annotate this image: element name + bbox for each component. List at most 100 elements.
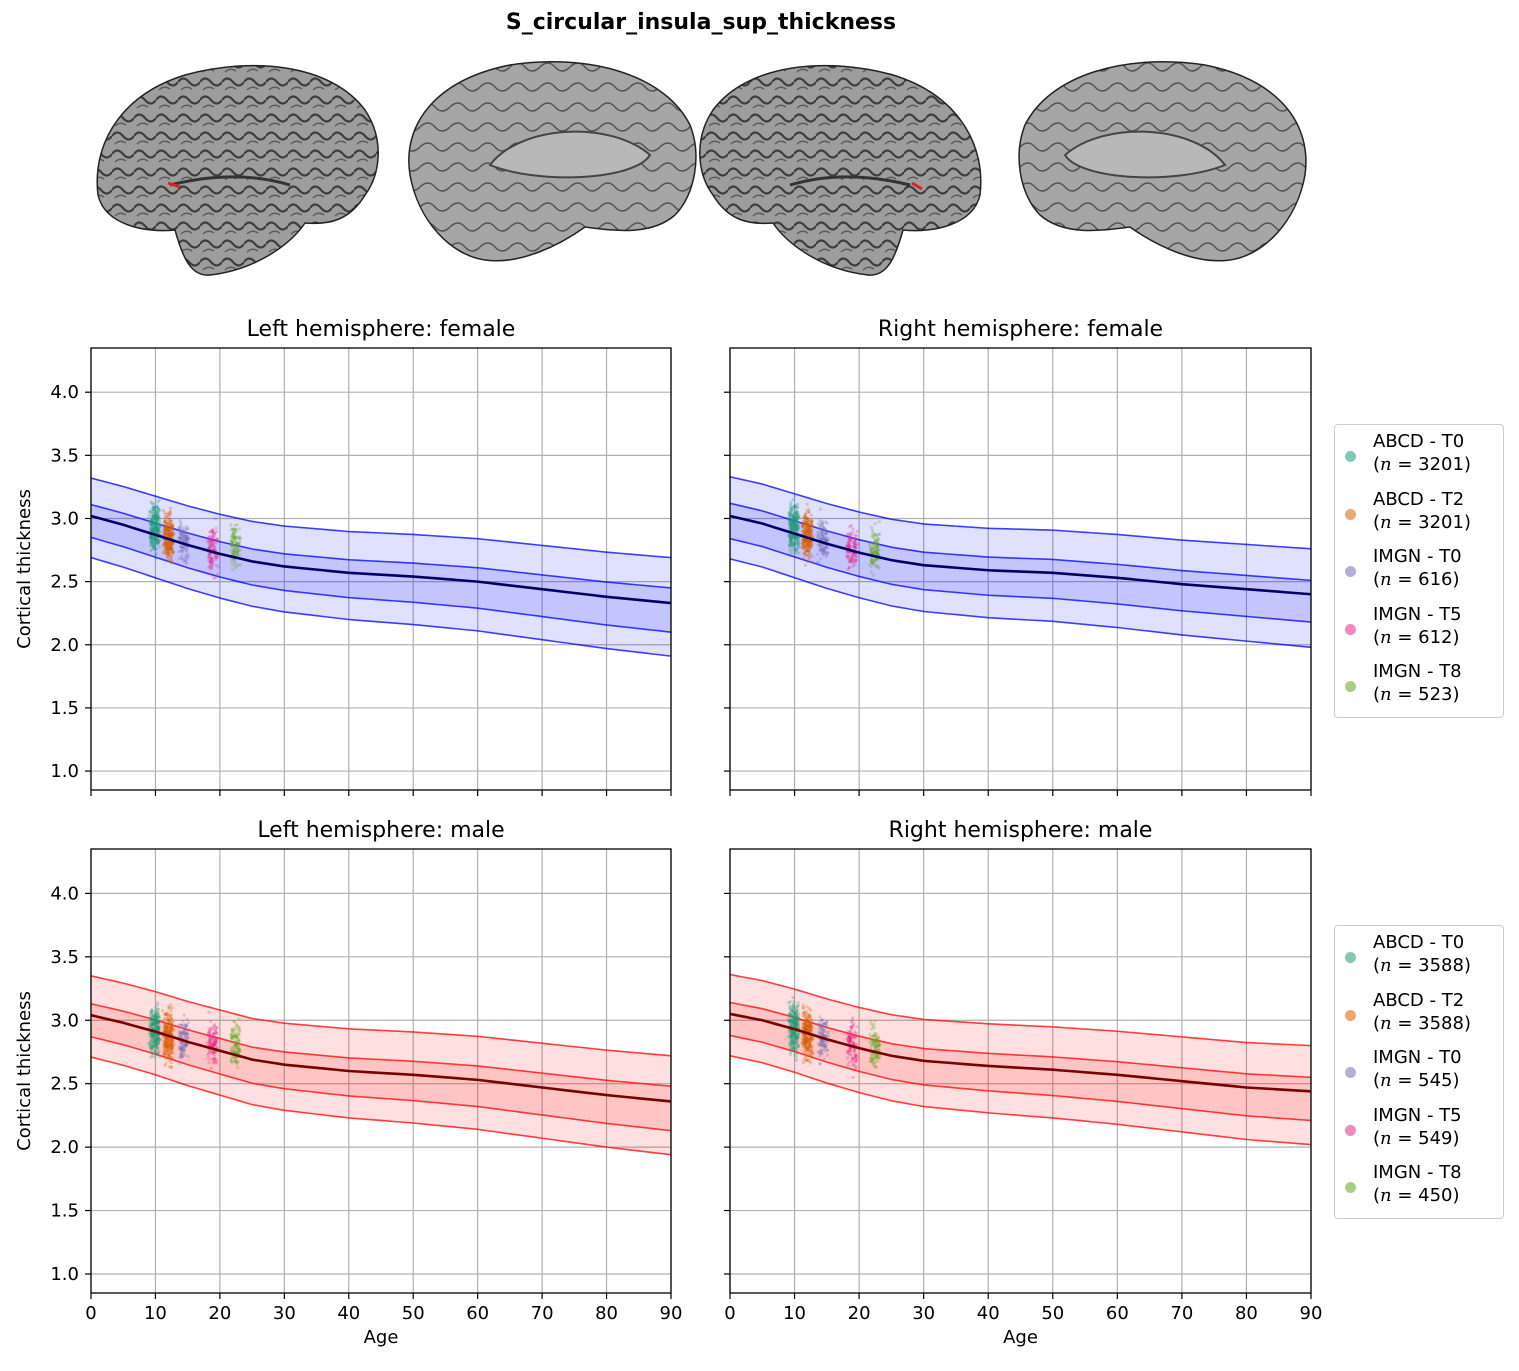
x-tick-label: 40 [977,1303,1000,1324]
data-point [167,559,171,563]
data-point [210,534,214,538]
data-point [801,541,805,545]
data-point [154,527,158,532]
data-point [807,529,812,533]
data-point [150,518,154,522]
data-point [854,546,858,550]
data-point [822,1022,826,1026]
data-point [233,561,237,565]
data-point [792,520,796,524]
data-point [185,1036,189,1040]
data-point [150,1016,154,1020]
data-point [152,1023,157,1028]
data-point [238,1049,242,1054]
data-point [792,542,797,547]
data-point [848,525,852,529]
data-point [805,1027,809,1032]
data-point [169,1025,173,1029]
data-point [238,535,242,539]
legend-item: IMGN - T8 (n = 523) [1345,657,1495,715]
data-point [825,530,829,534]
data-point [165,543,169,547]
data-point [869,565,873,569]
data-point [817,543,821,547]
data-point [171,1025,175,1029]
data-point [158,508,162,512]
data-point [850,553,854,558]
x-tick-label: 90 [1300,1303,1323,1324]
data-point [805,517,809,521]
data-point [796,502,800,506]
data-point [152,1044,156,1048]
data-point [793,517,797,521]
data-point [802,538,806,542]
data-point [809,540,813,544]
data-point [796,505,800,509]
y-tick-label: 1.0 [50,761,79,782]
data-point [185,540,189,544]
data-point [825,537,829,541]
data-point [791,518,796,523]
data-point [153,1014,157,1018]
data-point [801,523,805,528]
data-point [234,564,238,568]
data-point [210,534,214,539]
data-point [166,547,170,552]
data-point [805,509,809,513]
data-point [809,521,813,525]
data-point [790,536,794,540]
data-point [184,537,188,542]
data-point [167,534,171,539]
data-point [186,536,190,541]
data-point [236,550,240,554]
data-point [165,529,169,533]
data-point [158,538,162,543]
legend-label: IMGN - T5 [1373,1104,1462,1126]
data-point [820,521,824,525]
data-point [808,531,812,535]
data-point [810,522,814,526]
data-point [148,1011,153,1015]
data-point [163,527,167,532]
data-point [215,553,219,558]
data-point [803,538,808,543]
data-point [172,532,176,536]
data-point [819,524,823,528]
data-point [802,525,806,529]
data-point [155,1053,159,1057]
data-point [795,1006,799,1010]
data-point [150,524,154,528]
data-point [169,556,173,560]
data-point [164,545,169,549]
data-point [847,541,851,545]
data-point [802,525,806,529]
data-point [154,546,158,551]
data-point [167,532,171,536]
data-point [154,1039,159,1044]
data-point [162,532,166,536]
data-point [230,1048,234,1052]
data-point [794,522,798,526]
data-point [151,521,155,525]
data-point [156,1035,160,1039]
data-point [184,1053,188,1057]
data-point [167,520,171,524]
data-point [178,536,182,540]
data-point [165,552,169,556]
data-point [800,525,805,529]
data-point [793,547,797,551]
data-point [796,515,801,519]
data-point [156,1036,160,1040]
data-point [178,525,182,529]
data-point [150,511,154,515]
data-point [847,536,851,540]
data-point [825,539,829,543]
data-point [185,545,189,549]
data-point [163,529,167,534]
data-point [211,544,215,548]
data-point [154,537,159,541]
data-point [155,527,159,531]
data-point [208,552,212,556]
data-point [156,527,160,531]
data-point [851,564,855,568]
